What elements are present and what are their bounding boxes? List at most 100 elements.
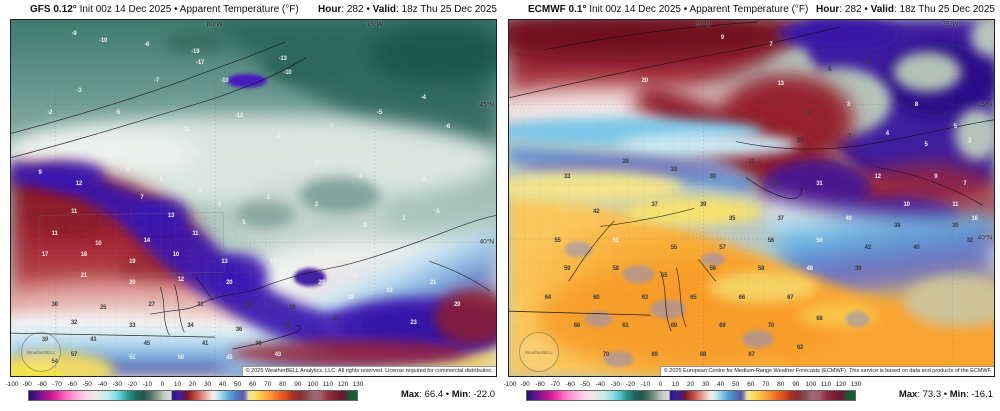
station-value: 60: [593, 294, 600, 301]
station-value: 3: [363, 223, 367, 230]
station-value: -5: [377, 109, 383, 116]
colorbar-tick: 120: [835, 381, 847, 388]
station-value: -2: [357, 173, 363, 180]
min-label: Min: [451, 389, 469, 400]
station-value: -4: [420, 95, 426, 102]
max-label: Max: [400, 389, 420, 400]
station-value: 33: [129, 323, 136, 330]
station-value: 25: [100, 305, 107, 312]
latitude-label: 40°N: [479, 238, 494, 246]
station-value: 63: [641, 294, 648, 301]
colorbar-tick: -10: [640, 381, 651, 388]
station-value: 57: [719, 244, 726, 251]
station-value: -3: [76, 88, 82, 95]
colorbar-tick: 30: [203, 381, 212, 388]
colorbar-tick: 90: [294, 381, 302, 388]
station-value: 5: [953, 123, 957, 130]
colorbar-tick: -20: [127, 381, 138, 388]
station-value: 57: [70, 351, 78, 358]
station-value: -7: [154, 77, 159, 84]
station-value: 36: [255, 340, 262, 347]
station-value: 66: [738, 294, 745, 301]
colorbar-tick: 120: [337, 381, 349, 388]
ecmwf-valid-time: Hour: 282 • Valid: 18z Thu 25 Dec 2025: [816, 4, 995, 15]
ecmwf-max-min: Max: 73.3 • Min: -16.1: [899, 389, 993, 400]
colorbar-tick: -50: [82, 381, 92, 388]
colorbar-tick: -30: [112, 381, 122, 388]
station-value: 67: [787, 294, 794, 301]
station-value: -19: [191, 49, 200, 56]
station-value: 68: [816, 316, 823, 323]
station-value: 42: [864, 244, 872, 251]
station-value: -11: [181, 127, 190, 134]
gfs-max-min: Max: 66.4 • Min: -22.0: [401, 389, 495, 400]
colorbar-tick: 130: [352, 381, 364, 388]
valid-value: : 18z Thu 25 Dec 2025: [396, 4, 497, 15]
colorbar-tick: -80: [535, 381, 545, 388]
colorbar-tick: -80: [37, 381, 47, 388]
latitude-label: 40°N: [977, 234, 992, 242]
station-value: -10: [220, 77, 229, 84]
station-value: 20: [318, 280, 325, 287]
colorbar-gradient: [526, 390, 856, 401]
ecmwf-model-name: ECMWF 0.1°: [528, 4, 587, 15]
station-value: 20: [454, 301, 461, 308]
station-value: 31: [197, 301, 204, 308]
colorbar-tick: -30: [610, 381, 620, 388]
colorbar-tick: -40: [595, 381, 605, 388]
station-value: 7: [769, 41, 773, 48]
colorbar-tick: -60: [565, 381, 575, 388]
colorbar-tick: 20: [686, 381, 695, 388]
weatherbell-watermark-logo: WeatherBELL: [519, 332, 559, 372]
station-value: 27: [458, 330, 466, 337]
weatherbell-watermark-logo: WeatherBELL: [21, 332, 61, 372]
gfs-model-name: GFS 0.12°: [30, 4, 77, 15]
colorbar-tick: -70: [550, 381, 560, 388]
station-value: 55: [670, 244, 678, 251]
station-value: 51: [612, 237, 619, 244]
station-value: 13: [221, 259, 228, 266]
station-value: 30: [709, 173, 716, 180]
station-value: 33: [670, 166, 678, 173]
station-value: 7: [140, 195, 144, 201]
station-value: 65: [690, 294, 697, 301]
station-value: 30: [51, 301, 58, 308]
station-value: 68: [699, 351, 707, 358]
station-value: 19: [129, 259, 136, 266]
station-value: -7: [328, 123, 334, 130]
station-value: 14: [143, 237, 150, 244]
ecmwf-coastlines: [509, 21, 994, 332]
station-value: 19: [347, 294, 354, 301]
station-value: 11: [952, 202, 959, 209]
station-value: 30: [284, 323, 291, 330]
longitude-label: 75°W: [366, 21, 383, 28]
station-value: 11: [313, 251, 320, 258]
station-value: -17: [196, 59, 205, 66]
station-value: 8: [914, 102, 918, 109]
stations-layer: -9 -10 -6 -19 -17 -13 -10 -10 -7 -3 -2 -5 -12 -11 -2 -7…: [11, 20, 496, 376]
ecmwf-panel: ECMWF 0.1° Init 00z 14 Dec 2025 • Appare…: [503, 0, 995, 411]
station-value: 10: [903, 202, 910, 209]
station-value: 7: [963, 180, 967, 187]
station-value: 11: [71, 209, 78, 216]
stations-layer: 9 7 20 13 3 8 5 4 5 2 -5 -6 -2 -7 23 22 33 30 28 33 29 31 12 9 7…: [509, 20, 994, 376]
station-value: 26: [289, 305, 296, 312]
station-value: 12: [75, 180, 83, 187]
colorbar-tick: 110: [322, 381, 334, 388]
station-value: 22: [748, 159, 755, 166]
station-value: 41: [201, 340, 209, 347]
station-value: -10: [191, 152, 200, 159]
colorbar-tick: -90: [520, 381, 530, 388]
station-value: 2: [402, 216, 406, 223]
station-value: 10: [172, 251, 180, 258]
colorbar-tick: -50: [580, 381, 590, 388]
station-value: 3: [125, 166, 129, 173]
station-value: 41: [90, 337, 97, 344]
station-value: -10: [283, 70, 292, 77]
station-value: -2: [275, 134, 281, 141]
station-value: 70: [767, 323, 775, 330]
station-value: 12: [177, 276, 184, 283]
station-value: 6: [217, 202, 222, 209]
station-value: 29: [772, 180, 779, 187]
